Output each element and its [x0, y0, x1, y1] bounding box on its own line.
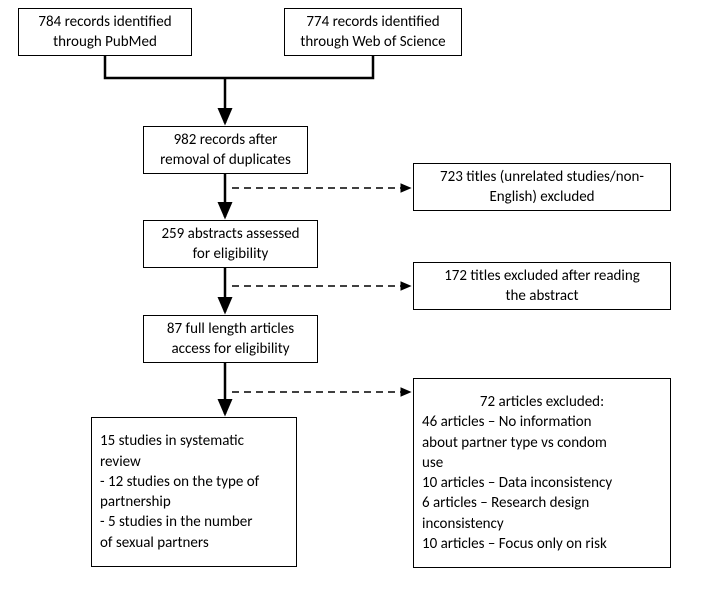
line: - 5 studies in the number	[100, 512, 252, 532]
line: removal of duplicates	[160, 150, 291, 170]
line: 10 articles – Focus only on risk	[422, 534, 607, 554]
line: the abstract	[506, 286, 579, 306]
line: through PubMed	[53, 32, 157, 52]
line: 87 full length articles	[167, 319, 294, 339]
box-included: 15 studies in systematic review - 12 stu…	[91, 417, 297, 567]
box-wos: 774 records identified through Web of Sc…	[284, 8, 462, 56]
line: of sexual partners	[100, 533, 209, 553]
box-excl-titles: 723 titles (unrelated studies/non- Engli…	[413, 163, 671, 211]
line: 172 titles excluded after reading	[444, 266, 640, 286]
line: use	[422, 453, 443, 473]
line: 72 articles excluded:	[480, 392, 604, 412]
line: 784 records identified	[38, 12, 171, 32]
box-pubmed: 784 records identified through PubMed	[18, 8, 192, 56]
line: 774 records identified	[306, 12, 439, 32]
line: 15 studies in systematic	[100, 431, 244, 451]
line: 6 articles – Research design	[422, 493, 589, 513]
line: 10 articles – Data inconsistency	[422, 473, 612, 493]
line: through Web of Science	[300, 32, 445, 52]
line: 982 records after	[174, 130, 278, 150]
line: review	[100, 452, 141, 472]
box-excl-abstracts: 172 titles excluded after reading the ab…	[413, 262, 671, 310]
line: about partner type vs condom	[422, 433, 607, 453]
line: for eligibility	[193, 244, 269, 264]
line: English) excluded	[489, 187, 594, 207]
line: - 12 studies on the type of	[100, 472, 259, 492]
box-excl-fulltext: 72 articles excluded: 46 articles – No i…	[413, 378, 671, 568]
line: access for eligibility	[171, 339, 289, 359]
line: 46 articles – No information	[422, 412, 592, 432]
box-fulltext: 87 full length articles access for eligi…	[143, 315, 318, 363]
box-abstracts: 259 abstracts assessed for eligibility	[143, 220, 318, 268]
box-dedup: 982 records after removal of duplicates	[143, 126, 308, 174]
line: 723 titles (unrelated studies/non-	[440, 167, 644, 187]
line: 259 abstracts assessed	[161, 224, 299, 244]
line: partnership	[100, 492, 171, 512]
line: inconsistency	[422, 514, 504, 534]
arrow-merge	[105, 56, 373, 78]
